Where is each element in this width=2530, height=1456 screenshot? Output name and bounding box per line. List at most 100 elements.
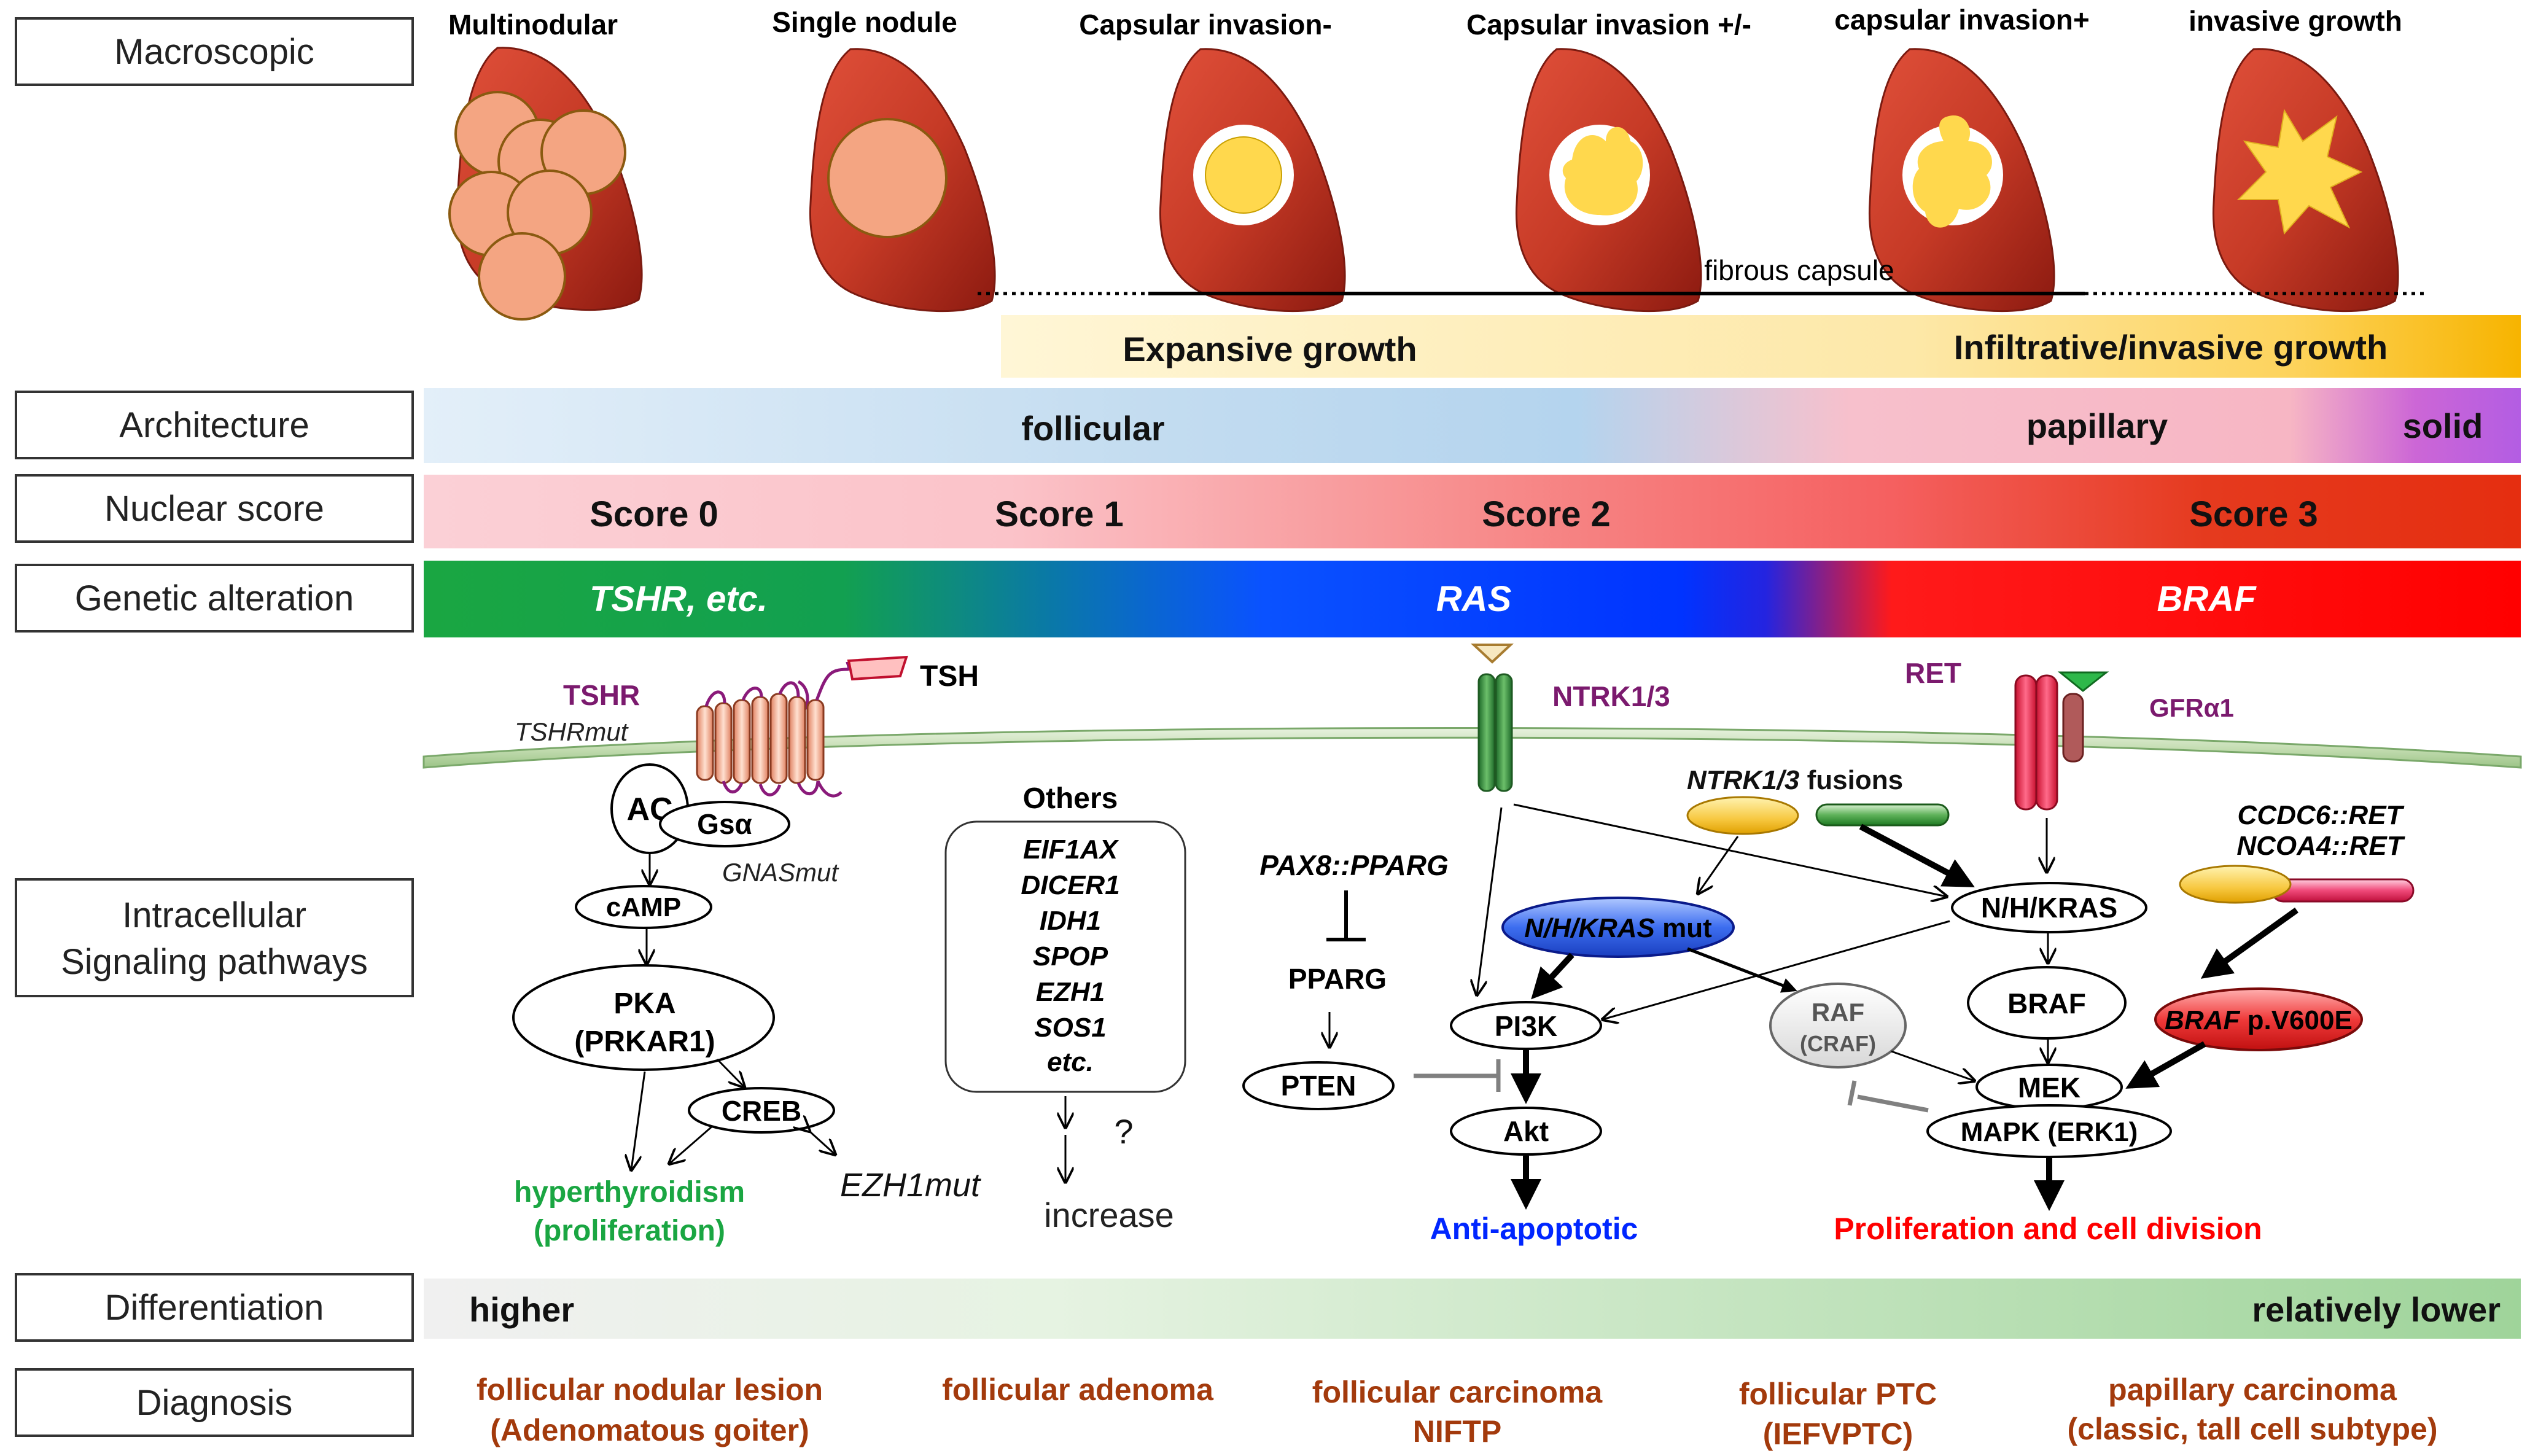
nuclear-score-3: Score 3 [2189,494,2318,534]
thyroid-lobe-multinodular [448,47,643,321]
arrow-ntrk-kras [1513,803,1947,897]
ret-receptor-icon [2014,671,2109,811]
genetic-alteration-gradient-bar [424,561,2521,637]
gfra1-label: GFRα1 [2149,693,2234,722]
nuclear-score-1: Score 1 [995,494,1124,534]
arrow-raf-mek [1891,1050,1974,1081]
arrow-ntrk-pi3k [1477,807,1503,995]
label-genetic-alteration: Genetic alteration [75,578,354,618]
ntrk-fusions-word: fusions [1799,765,1903,795]
diagnosis-4-line1: follicular PTC [1739,1377,1937,1411]
arrow-kras-pi3k [1603,920,1950,1019]
diagnosis-3-line2: NIFTP [1413,1414,1501,1449]
genetic-tshr: TSHR, etc. [590,579,768,619]
pten-node [1242,1061,1395,1110]
growth-expansive-label: Expansive growth [1123,330,1417,368]
stage-title-2: Single nodule [772,6,957,38]
pi3k-node [1450,1001,1602,1050]
thyroid-lobe-single-nodule [809,48,996,313]
pax8-pparg-label: PAX8::PPARG [1259,849,1449,881]
kras-mut-label: N/H/KRAS mut [1524,913,1712,943]
kras-node [1951,882,2147,933]
braf-v600e-word: p.V600E [2240,1005,2352,1035]
tsh-ligand-icon [847,655,908,681]
increase-label: increase [1044,1196,1174,1234]
others-item: SOS1 [1034,1013,1106,1043]
inhibit-pax8-pparg [1326,890,1366,941]
raf-node [1769,983,1907,1069]
kras-mut-gene: N/H/KRAS [1524,913,1655,943]
pi3k-label: PI3K [1495,1010,1557,1042]
braf-v600e-label: BRAF p.V600E [2165,1005,2353,1035]
architecture-gradient-bar [424,388,2521,463]
label-box-signaling [15,878,414,997]
arrow-ntrk-fusion-kras [1859,823,1975,887]
ret-label: RET [1905,657,1961,689]
arrow-krasmut-pi3k [1531,952,1574,1000]
diagnosis-1-line1: follicular nodular lesion [477,1372,823,1407]
question-mark: ? [1114,1112,1133,1151]
braf-v600e-node [2154,987,2363,1051]
diagnosis-1-line2: (Adenomatous goiter) [490,1413,809,1447]
kras-mut-node [1501,897,1735,958]
fibrous-capsule-label: fibrous capsule [1704,254,1894,286]
growth-gradient-bar [1001,315,2521,378]
architecture-solid: solid [2403,407,2483,445]
diagnosis-3-line1: follicular carcinoma [1312,1375,1603,1409]
ezh1mut-label: EZH1mut [840,1167,981,1204]
label-box-diagnosis [15,1368,414,1437]
akt-label: Akt [1503,1115,1549,1147]
tshrmut-label: TSHRmut [515,717,629,746]
pparg-label: PPARG [1288,963,1387,995]
ret-fusion-protein-icon [2179,865,2415,904]
stage-title-6: invasive growth [2189,5,2402,37]
pten-label: PTEN [1281,1070,1356,1102]
ntrk-fusions-label: NTRK1/3 fusions [1687,765,1903,795]
others-item: etc. [1047,1047,1094,1077]
ntrk-fusion-protein-icon [1686,796,1950,835]
ntrk-receptor-icon [1470,644,1514,792]
arrow-creb-ezh1 [809,1131,835,1154]
label-macroscopic: Macroscopic [114,32,314,72]
arrow-ret-fusion-braf-v600e [2200,907,2298,979]
arrow-ntrk-fusion-krasmut [1698,836,1739,893]
label-box-nuclear-score [15,474,414,543]
kras-mut-word: mut [1655,913,1712,943]
tshr-label: TSHR [563,679,640,711]
akt-node [1450,1107,1602,1156]
others-item: IDH1 [1040,906,1101,936]
label-nuclear-score: Nuclear score [104,489,324,529]
cell-membrane [422,727,2522,769]
others-item: SPOP [1033,941,1108,971]
kras-label: N/H/KRAS [1981,892,2117,924]
gnasmut-label: GNASmut [722,858,839,887]
stage-title-3: Capsular invasion- [1079,9,1332,41]
architecture-papillary: papillary [2026,407,2168,445]
others-item: DICER1 [1021,870,1119,900]
label-box-genetic-alteration [15,564,414,633]
differentiation-lower: relatively lower [2252,1290,2501,1329]
thyroid-lobe-capsular-invasion-equivocal [1515,48,1702,313]
label-box-macroscopic [15,17,414,86]
ccdc6-ret-label: CCDC6::RET [2238,800,2405,830]
hyperthyroidism-label-1: hyperthyroidism [514,1176,745,1209]
others-box [944,820,1186,1093]
gsa-label: Gsα [697,808,752,840]
tsh-label: TSH [920,660,979,693]
camp-node [575,885,712,929]
mapk-label: MAPK (ERK1) [1961,1117,2138,1147]
others-item: EIF1AX [1023,835,1119,865]
tshr-receptor-icon [696,661,850,798]
nuclear-score-0: Score 0 [590,494,718,534]
ntrk-fusions-gene: NTRK1/3 [1687,765,1799,795]
nuclear-score-2: Score 2 [1482,494,1611,534]
thyroid-lobe-capsular-invasion-negative [1159,48,1346,313]
genetic-braf: BRAF [2157,579,2257,619]
others-title: Others [1023,782,1118,815]
mek-label: MEK [2018,1072,2080,1104]
architecture-follicular: follicular [1021,409,1164,448]
braf-label: BRAF [2007,987,2086,1019]
others-item: EZH1 [1036,977,1105,1007]
anti-apoptotic-label: Anti-apoptotic [1430,1212,1638,1246]
braf-node [1967,966,2127,1040]
